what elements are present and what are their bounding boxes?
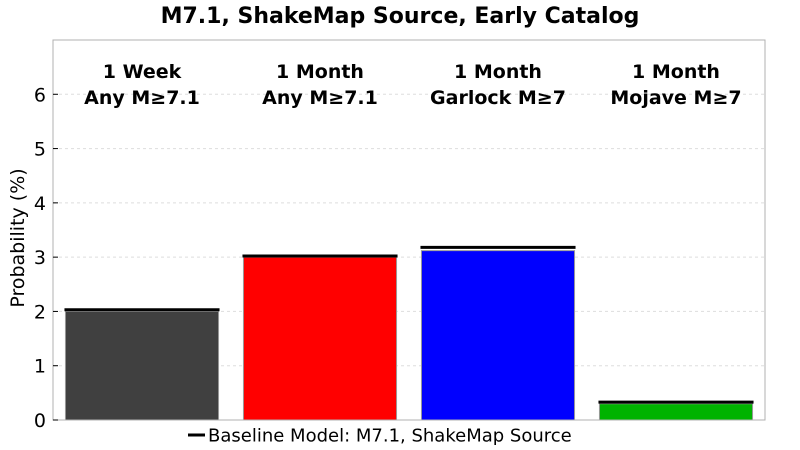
category-label-line: Any M≥7.1 [84,87,200,109]
bars [64,250,754,421]
y-tick-label: 1 [34,356,46,378]
category-label-line: 1 Week [103,61,182,83]
bar [420,250,576,421]
y-axis-label: Probability (%) [7,168,29,307]
chart-title: M7.1, ShakeMap Source, Early Catalog [161,4,640,29]
category-label: 1 Month Garlock M≥7 [430,61,566,109]
bar [242,256,398,421]
y-tick-label: 6 [34,84,46,106]
category-label: 1 Month Any M≥7.1 [262,61,378,109]
category-label-line: 1 Month [454,61,542,83]
plot-frame [52,39,766,421]
y-tick-label: 3 [34,247,46,269]
y-tick-label: 2 [34,301,46,323]
y-tick-label: 5 [34,139,46,161]
y-tick-label: 0 [34,410,46,432]
category-label-line: Any M≥7.1 [262,87,378,109]
category-label-line: 1 Month [276,61,364,83]
bar [64,310,220,421]
category-label-line: 1 Month [632,61,720,83]
category-label: 1 Week Any M≥7.1 [84,61,200,109]
bar [598,403,754,421]
gridlines [53,93,765,367]
category-labels: 1 Week Any M≥7.1 1 Month Any M≥7.1 1 Month Ga… [84,61,741,109]
legend-label: Baseline Model: M7.1, ShakeMap Source [208,426,572,447]
legend: Baseline Model: M7.1, ShakeMap Source [188,426,572,447]
y-axis-ticks: 0 1 2 3 4 5 6 [34,84,58,432]
baseline-markers [64,245,754,404]
category-label: 1 Month Mojave M≥7 [610,61,741,109]
y-tick-label: 4 [34,193,46,215]
category-label-line: Garlock M≥7 [430,87,566,109]
category-label-line: Mojave M≥7 [610,87,741,109]
